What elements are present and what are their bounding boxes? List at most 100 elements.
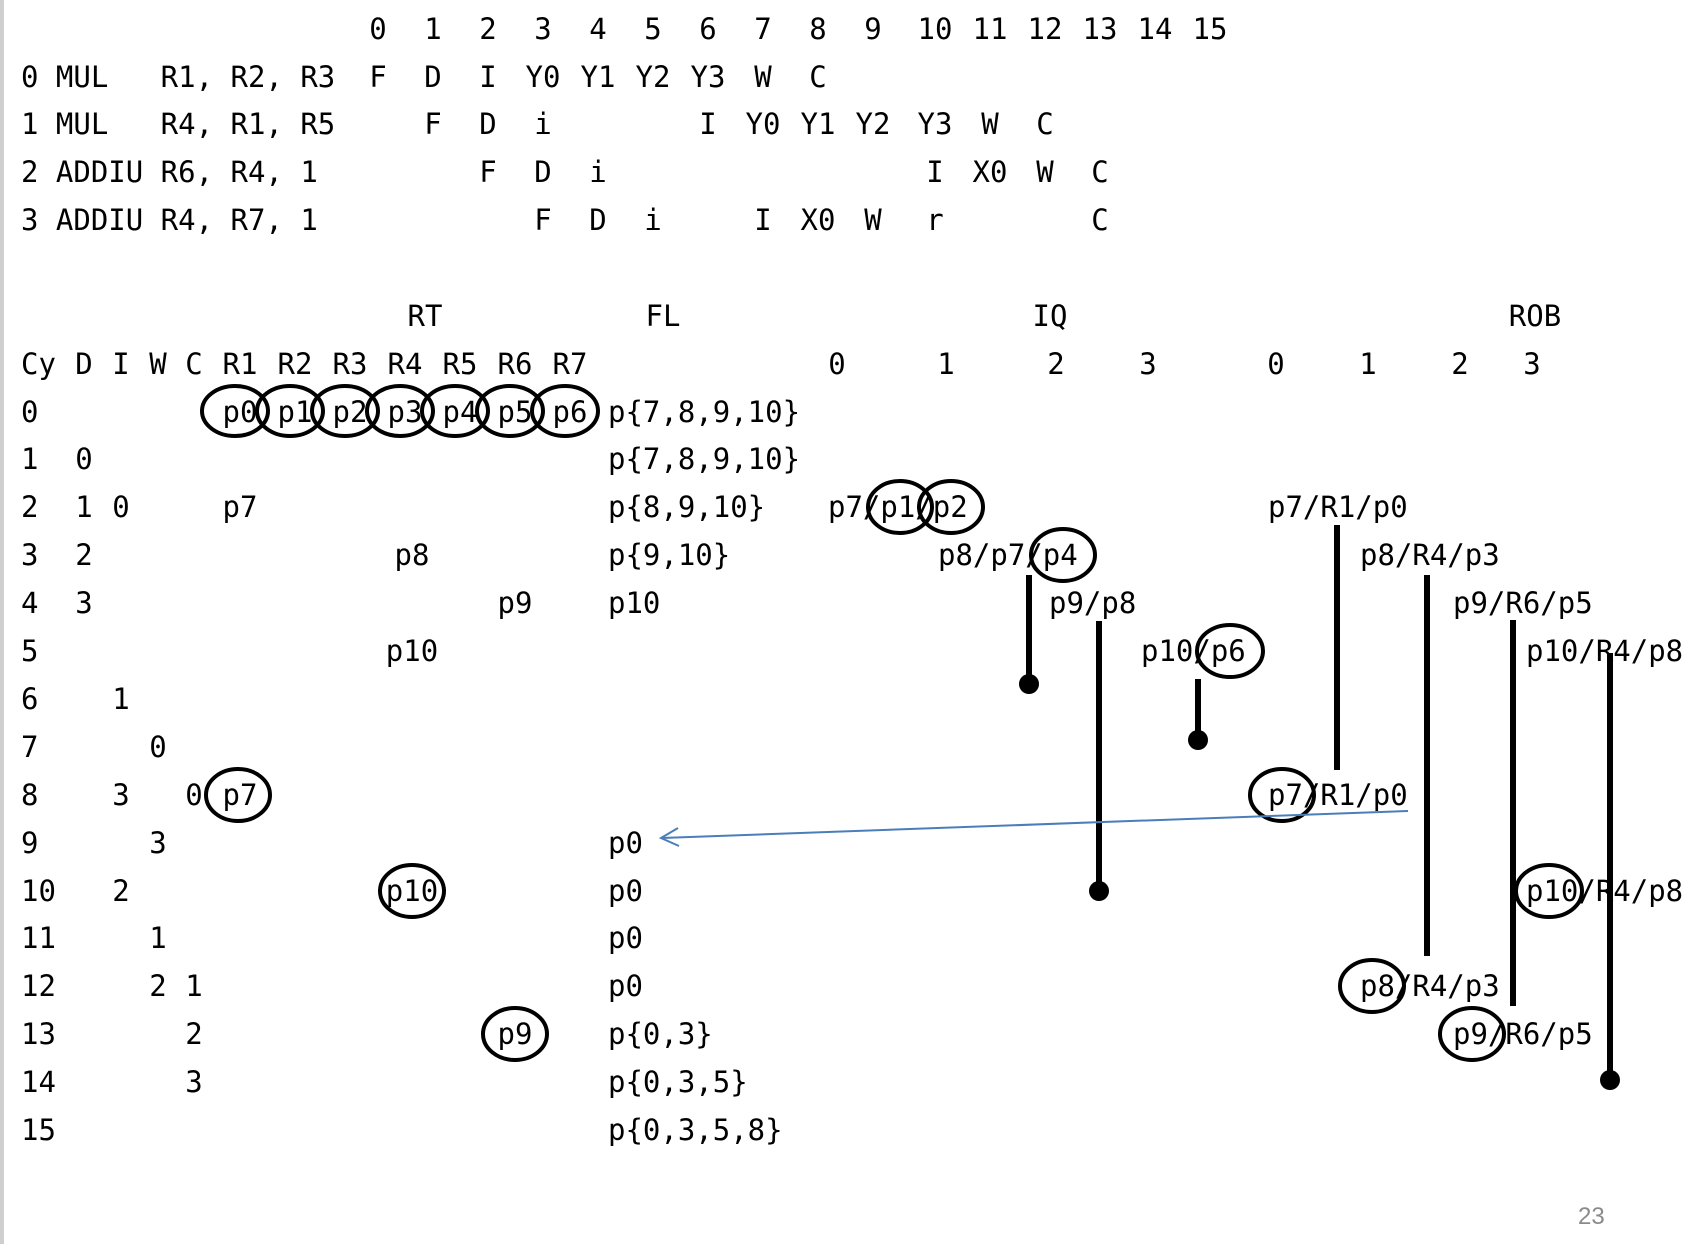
instruction-1: 1 MUL R4, R1, R5 [21, 107, 336, 141]
stage-i3-0: F [534, 203, 552, 237]
rt-init-circle-1 [255, 384, 325, 438]
freelist-14: p{0,3,5} [608, 1065, 748, 1099]
rt-0-3: p3 [387, 395, 423, 429]
col-i: I [112, 347, 130, 381]
rt-r6-4: p9 [497, 586, 533, 620]
stage-i0-2: I [479, 60, 497, 94]
stage-i3-4: X0 [800, 203, 836, 237]
cy-11: 11 [21, 921, 56, 955]
cycle-header-5: 5 [644, 12, 662, 46]
w-9: 3 [149, 826, 167, 860]
freelist-0: p{7,8,9,10} [608, 395, 801, 429]
stage-i0-1: D [424, 60, 442, 94]
page-number: 23 [1578, 1203, 1605, 1230]
iq-entry-5: p10/p6 [1141, 634, 1246, 668]
rt-r4-10: p10 [385, 874, 439, 908]
cycle-header-13: 13 [1082, 12, 1118, 46]
cycle-header-6: 6 [699, 12, 717, 46]
stage-i1-8: W [981, 107, 999, 141]
iq-entry-2: p7/p1/p2 [828, 490, 968, 524]
c-14: 3 [185, 1065, 203, 1099]
col-reg-5: R6 [497, 347, 533, 381]
stage-i1-1: D [479, 107, 497, 141]
stage-i1-5: Y1 [800, 107, 836, 141]
cy-15: 15 [21, 1113, 56, 1147]
cy-13: 13 [21, 1017, 56, 1051]
stage-i1-2: i [534, 107, 552, 141]
freelist-15: p{0,3,5,8} [608, 1113, 783, 1147]
cy-2: 2 [21, 490, 39, 524]
freelist-2: p{8,9,10} [608, 490, 766, 524]
w-7: 0 [149, 730, 167, 764]
stage-i3-1: D [589, 203, 607, 237]
col-reg-3: R4 [387, 347, 423, 381]
freelist-11: p0 [608, 921, 643, 955]
col-iq-1: 1 [937, 347, 955, 381]
cycle-header-14: 14 [1137, 12, 1173, 46]
rt-0-6: p6 [552, 395, 588, 429]
iq-circle-p6 [1195, 623, 1265, 679]
rob-entry-10: p10/R4/p8 [1526, 874, 1684, 908]
cycle-header-4: 4 [589, 12, 607, 46]
rt-init-circle-4 [420, 384, 490, 438]
col-reg-2: R3 [332, 347, 368, 381]
rob-entry-2: p7/R1/p0 [1268, 490, 1408, 524]
c-13: 2 [185, 1017, 203, 1051]
rob-entry-5: p10/R4/p8 [1526, 634, 1684, 668]
section-iq: IQ [1032, 299, 1068, 333]
stage-i1-3: I [699, 107, 717, 141]
stage-i0-5: Y2 [635, 60, 671, 94]
freelist-arrowhead [658, 827, 680, 847]
cycle-header-9: 9 [864, 12, 882, 46]
slide-left-edge [0, 0, 4, 1244]
cycle-header-15: 15 [1192, 12, 1228, 46]
rt-0-2: p2 [332, 395, 368, 429]
instruction-3: 3 ADDIU R4, R7, 1 [21, 203, 318, 237]
rt-0-5: p5 [497, 395, 533, 429]
cy-1: 1 [21, 442, 39, 476]
stage-i0-0: F [369, 60, 387, 94]
stage-i3-7: C [1091, 203, 1109, 237]
rt-init-circle-5 [475, 384, 545, 438]
col-rob-0: 0 [1267, 347, 1285, 381]
i-6: 1 [112, 682, 130, 716]
rt-init-circle-6 [530, 384, 600, 438]
cycle-header-11: 11 [972, 12, 1008, 46]
rt-init-circle-3 [365, 384, 435, 438]
rt-init-circle-0 [200, 384, 270, 438]
cycle-header-10: 10 [917, 12, 953, 46]
stage-i0-7: W [754, 60, 772, 94]
stage-i0-3: Y0 [525, 60, 561, 94]
stage-i2-5: W [1036, 155, 1054, 189]
d-3: 2 [75, 538, 93, 572]
stage-i0-6: Y3 [690, 60, 726, 94]
cycle-header-7: 7 [754, 12, 772, 46]
cy-7: 7 [21, 730, 39, 764]
col-reg-1: R2 [277, 347, 313, 381]
cycle-header-8: 8 [809, 12, 827, 46]
rob-circle-p8 [1338, 958, 1406, 1014]
rt-0-4: p4 [442, 395, 478, 429]
rt-r1-8: p7 [222, 778, 258, 812]
col-c: C [185, 347, 203, 381]
rob-circle-p9 [1438, 1006, 1506, 1062]
iq-circle-p2 [917, 479, 985, 535]
freelist-arrow [661, 810, 1409, 839]
col-reg-4: R5 [442, 347, 478, 381]
stage-i2-3: I [926, 155, 944, 189]
section-rt: RT [407, 299, 443, 333]
stage-i2-2: i [589, 155, 607, 189]
i-2: 0 [112, 490, 130, 524]
col-reg-6: R7 [552, 347, 588, 381]
stage-i1-9: C [1036, 107, 1054, 141]
cy-14: 14 [21, 1065, 56, 1099]
freelist-12: p0 [608, 969, 643, 1003]
rob-entry-3: p8/R4/p3 [1360, 538, 1500, 572]
freelist-4: p10 [608, 586, 661, 620]
stage-i2-1: D [534, 155, 552, 189]
iq-bar-2-end-dot [1188, 730, 1208, 750]
stage-i1-4: Y0 [745, 107, 781, 141]
cy-4: 4 [21, 586, 39, 620]
